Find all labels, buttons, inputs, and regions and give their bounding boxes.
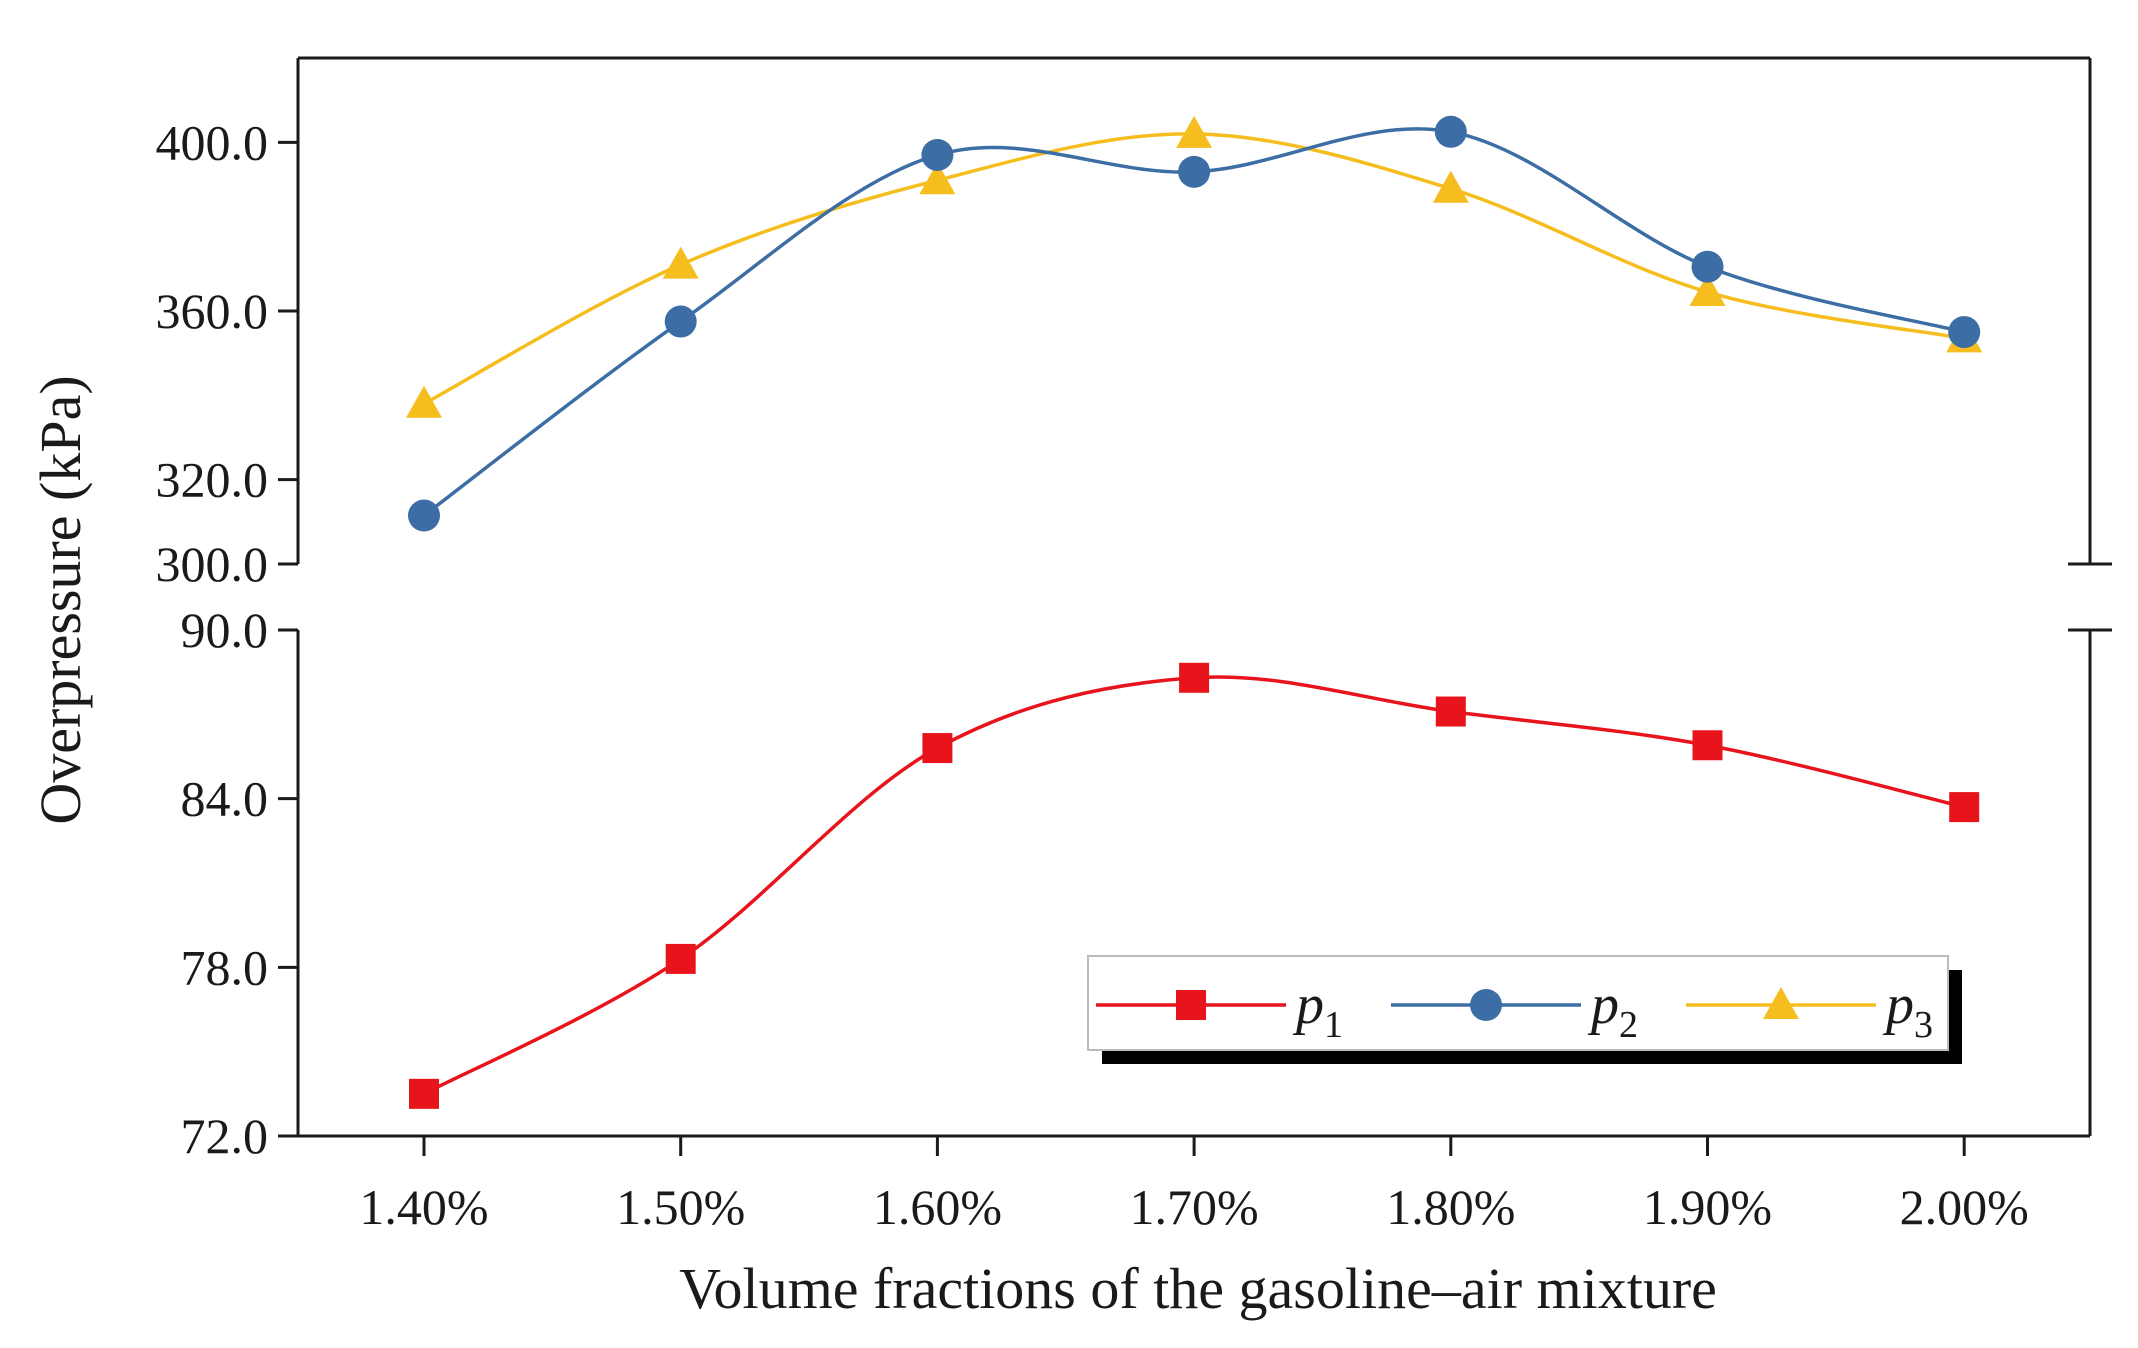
data-point-p1 — [1692, 730, 1723, 761]
legend-marker-p1 — [1176, 990, 1206, 1020]
legend-label-subscript: 2 — [1619, 1004, 1638, 1046]
x-tick-label: 1.40% — [359, 1179, 488, 1235]
y-tick-label-upper: 400.0 — [156, 114, 269, 170]
axes: 300.0 320.0 360.0 400.0 72.0 78.0 84.0 90.0 1.40… — [156, 56, 2112, 1235]
y-tick-label-lower: 84.0 — [181, 771, 269, 827]
data-point-p3 — [1176, 115, 1213, 148]
data-point-p1 — [922, 733, 953, 764]
y-tick-label-lower: 72.0 — [181, 1108, 269, 1164]
y-tick-label-lower: 78.0 — [181, 939, 269, 995]
x-tick-label: 2.00% — [1900, 1179, 2029, 1235]
data-point-p3 — [919, 162, 956, 195]
data-point-p1 — [665, 943, 696, 974]
series-layer — [406, 115, 1983, 1109]
legend-label-subscript: 1 — [1324, 1004, 1343, 1046]
legend-marker-p3 — [1763, 987, 1799, 1019]
data-point-p3 — [406, 385, 442, 418]
data-point-p1 — [409, 1078, 439, 1109]
y-tick-label-upper: 320.0 — [156, 452, 269, 508]
legend-label-p2: p2 — [1587, 974, 1638, 1046]
x-tick-label: 1.70% — [1130, 1179, 1259, 1235]
data-point-p2 — [1691, 250, 1724, 283]
legend-label-p3: p3 — [1882, 974, 1933, 1046]
x-tick-label: 1.50% — [616, 1179, 745, 1235]
y-axis-title: Overpressure (kPa) — [28, 375, 93, 824]
legend-label-subscript: 3 — [1914, 1004, 1933, 1046]
data-point-p1 — [1435, 696, 1466, 727]
series-p2 — [408, 115, 1981, 532]
data-point-p1 — [1179, 662, 1210, 693]
legend-box — [1087, 955, 1949, 1051]
legend-label-name: p — [1587, 974, 1619, 1036]
series-p3 — [406, 115, 1983, 418]
legend-marker-p2 — [1470, 989, 1502, 1021]
data-point-p3 — [662, 246, 699, 279]
data-point-p2 — [408, 499, 440, 532]
legend-label-p1: p1 — [1292, 974, 1343, 1046]
data-point-p2 — [1434, 115, 1467, 148]
data-point-p2 — [921, 138, 954, 171]
data-point-p2 — [1178, 155, 1211, 188]
data-point-p2 — [1948, 316, 1981, 349]
y-tick-label-lower: 90.0 — [181, 602, 269, 658]
x-axis-title: Volume fractions of the gasoline–air mix… — [679, 1256, 1717, 1321]
x-tick-label: 1.80% — [1386, 1179, 1515, 1235]
data-point-p3 — [1689, 274, 1726, 307]
data-point-p1 — [1949, 792, 1980, 823]
data-point-p3 — [1432, 170, 1469, 203]
legend: p1 p2 p3 — [1087, 955, 1962, 1064]
data-point-p2 — [664, 305, 697, 338]
x-tick-label: 1.60% — [873, 1179, 1002, 1235]
y-tick-label-upper: 300.0 — [156, 536, 269, 592]
x-tick-label: 1.90% — [1643, 1179, 1772, 1235]
series-p1 — [409, 662, 1980, 1109]
legend-label-name: p — [1882, 974, 1914, 1036]
y-tick-label-upper: 360.0 — [156, 283, 269, 339]
legend-label-name: p — [1292, 974, 1324, 1036]
